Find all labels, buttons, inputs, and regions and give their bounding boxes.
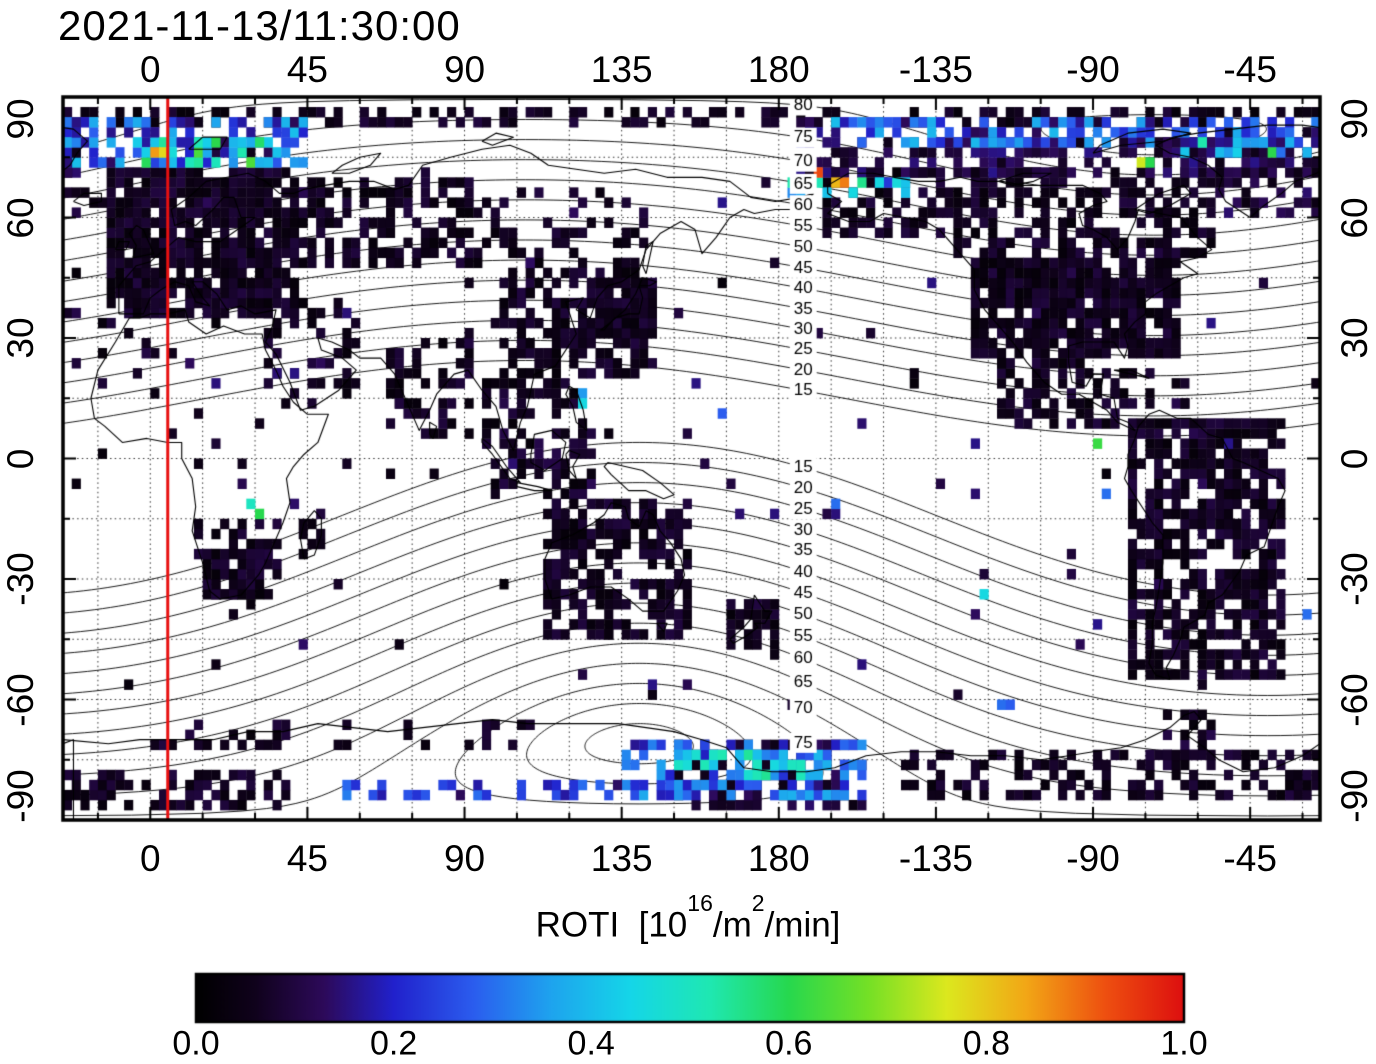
y-tick-left--90: -90 [0,769,41,823]
colorbar-tick-0.0: 0.0 [172,1024,220,1063]
colorbar-title-sup-2: 2 [751,890,765,916]
colorbar-title-suffix: /min] [764,905,841,945]
x-tick-top--90: -90 [1066,49,1120,90]
colorbar-title-sup-16: 16 [687,890,713,916]
x-tick-top--45: -45 [1223,49,1277,90]
x-tick-bottom-135: 135 [590,838,653,879]
y-tick-right-60: 60 [1334,196,1375,239]
x-tick-top--135: -135 [898,49,973,90]
y-tick-right-90: 90 [1334,98,1375,140]
y-tick-left-30: 30 [0,317,41,359]
x-tick-top-135: 135 [590,49,653,90]
y-tick-left--30: -30 [0,552,41,606]
x-tick-bottom--135: -135 [898,838,973,879]
y-tick-left-90: 90 [0,98,41,140]
colorbar-tick-0.6: 0.6 [765,1024,813,1063]
y-tick-right--90: -90 [1334,769,1375,823]
y-tick-left-0: 0 [0,448,41,469]
colorbar-tick-1.0: 1.0 [1160,1024,1208,1063]
y-tick-right-30: 30 [1334,317,1375,359]
y-tick-left-60: 60 [0,196,41,239]
timestamp-label: 2021-11-13/11:30:00 [58,2,461,49]
x-tick-bottom-0: 0 [139,838,161,879]
colorbar-title-prefix: ROTI [10 [535,905,688,945]
y-tick-right-0: 0 [1334,448,1375,469]
x-tick-bottom-90: 90 [443,838,486,879]
x-tick-top-180: 180 [747,49,810,90]
x-tick-bottom--90: -90 [1066,838,1120,879]
y-tick-left--60: -60 [0,672,41,727]
x-tick-top-0: 0 [139,49,161,90]
x-tick-bottom-180: 180 [747,838,810,879]
colorbar-tick-0.8: 0.8 [962,1024,1011,1063]
y-tick-right--30: -30 [1334,552,1375,606]
colorbar-tick-0.4: 0.4 [567,1024,615,1063]
colorbar-tick-0.2: 0.2 [369,1024,418,1063]
colorbar-title-mid: /m [712,905,752,945]
colorbar-title: ROTI [1016/m2/min] [0,890,1376,946]
x-tick-bottom--45: -45 [1223,838,1277,879]
x-tick-bottom-45: 45 [286,838,328,879]
x-tick-top-45: 45 [286,49,328,90]
x-tick-top-90: 90 [443,49,486,90]
y-tick-right--60: -60 [1334,672,1375,727]
